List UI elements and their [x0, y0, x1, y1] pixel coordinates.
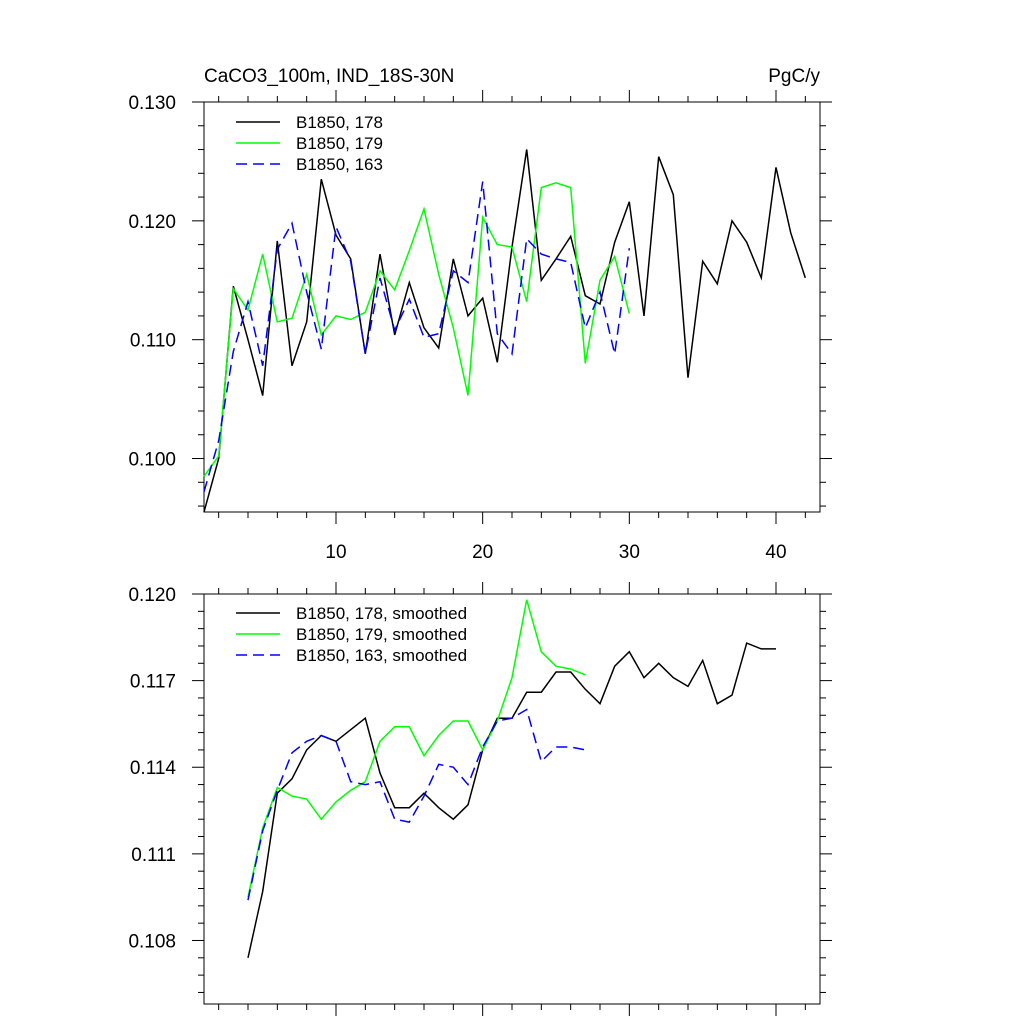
legend-label: B1850, 179, smoothed	[296, 625, 467, 644]
series-line	[203, 181, 631, 493]
plot-title: CaCO3_100m, IND_18S-30N	[204, 66, 454, 87]
y-tick-label: 0.117	[130, 672, 176, 693]
y-tick-label: 0.120	[128, 212, 176, 233]
series-line	[203, 149, 807, 513]
units-label: PgC/y	[768, 66, 820, 87]
legend-label: B1850, 178	[296, 113, 383, 132]
y-tick-label: 0.114	[130, 758, 177, 779]
legend-label: B1850, 163	[296, 155, 383, 174]
series-line	[247, 599, 586, 898]
y-tick-label: 0.100	[128, 450, 176, 471]
legend-label: B1850, 179	[296, 134, 383, 153]
legend-label: B1850, 163, smoothed	[296, 646, 467, 665]
bottom-panel: 0.108 0.111 0.114 0.117 0.120 B1850, 178, smo…	[128, 582, 832, 1016]
y-tick-label: 0.110	[130, 331, 176, 352]
y-tick-label: 0.130	[128, 93, 176, 114]
x-tick-label: 20	[472, 542, 493, 563]
y-tick-label: 0.108	[128, 931, 176, 952]
y-tick-label: 0.120	[128, 585, 176, 606]
series-line	[203, 182, 631, 477]
top-panel: 10 20 30 40 0.100 0.110 0.120 0.130 B1850, 178 B1…	[128, 90, 832, 563]
y-tick-label: 0.111	[131, 845, 176, 866]
x-tick-label: 40	[765, 542, 786, 563]
series-line	[247, 642, 776, 958]
x-tick-label: 30	[619, 542, 640, 563]
legend-label: B1850, 178, smoothed	[296, 604, 467, 623]
series-line	[247, 708, 586, 901]
x-tick-label: 10	[325, 542, 346, 563]
